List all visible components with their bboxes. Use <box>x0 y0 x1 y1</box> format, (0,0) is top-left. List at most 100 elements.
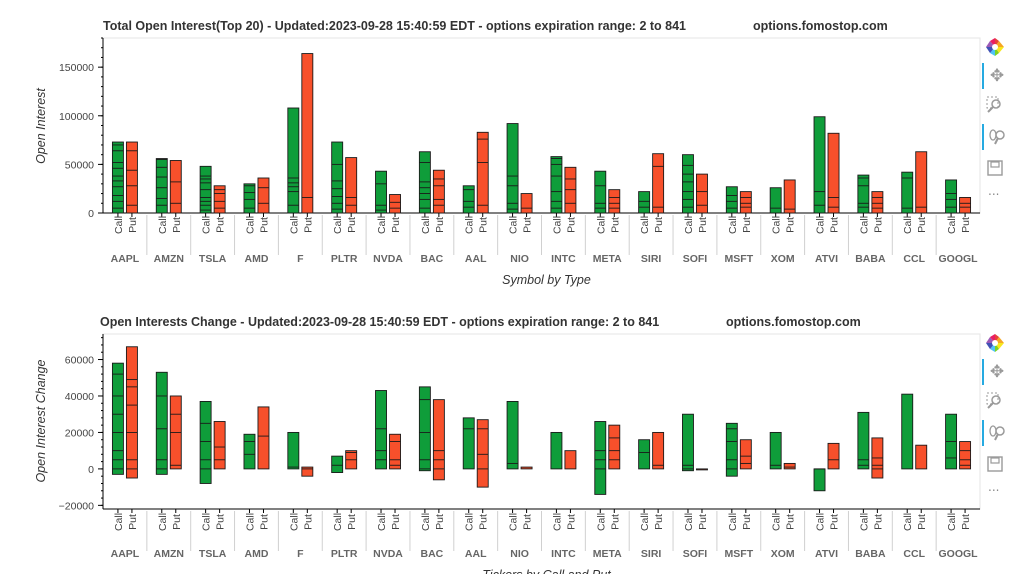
chg-x-group-label: MSFT <box>725 548 754 560</box>
chg-x-sub-label: Call <box>157 513 169 531</box>
chg-x-group-label: XOM <box>771 548 795 560</box>
oi-x-group-label: TSLA <box>199 253 227 265</box>
pan-icon[interactable]: ✥ <box>982 63 1010 89</box>
oi-x-sub-label: Put <box>872 217 884 233</box>
oi-x-sub-label: Put <box>565 217 577 233</box>
chg-bar-baba-call <box>857 411 870 470</box>
bokeh-logo-icon[interactable] <box>982 34 1008 60</box>
oi-bar-atvi-call <box>813 116 826 214</box>
oi-plot-frame <box>102 37 981 214</box>
chg-chart-title: Open Interests Change - Updated:2023-09-… <box>100 315 659 329</box>
pan-icon[interactable]: ✥ <box>982 359 1010 385</box>
chg-bar-siri-call <box>638 439 651 470</box>
chg-x-sub-label: Call <box>244 513 256 531</box>
chg-x-sub-label: Put <box>960 514 972 530</box>
chg-x-group-label: CCL <box>903 548 925 560</box>
oi-y-tick-label: 150000 <box>59 62 94 74</box>
oi-x-group-label: AMZN <box>154 253 184 265</box>
chg-bar-tsla-call <box>199 400 212 484</box>
chg-bar-aapl-put <box>125 346 138 479</box>
chg-x-sub-label: Put <box>171 514 183 530</box>
oi-bar-intc-call <box>550 156 563 214</box>
oi-bar-amd-call <box>243 183 256 214</box>
oi-bar-aapl-call <box>111 141 124 214</box>
oi-x-sub-label: Call <box>595 216 607 234</box>
oi-bar-nvda-call <box>375 170 387 214</box>
oi-x-group-label: SIRI <box>641 253 662 265</box>
chg-x-sub-label: Put <box>390 514 402 530</box>
oi-bar-nio-call <box>506 123 519 214</box>
more-icon[interactable]: ... <box>988 184 1000 198</box>
chg-x-axis-label: Tickers by Call and Put <box>482 568 611 574</box>
chg-x-sub-label: Put <box>127 514 139 530</box>
oi-x-sub-label: Call <box>771 216 783 234</box>
oi-x-group-label: PLTR <box>331 253 358 265</box>
oi-bar-aapl-put <box>125 141 138 214</box>
chg-bar-xom-put <box>783 462 796 470</box>
chg-x-group-label: SIRI <box>641 548 662 560</box>
more-icon[interactable]: ... <box>988 480 1000 494</box>
oi-bar-msft-call <box>725 186 738 214</box>
oi-x-sub-label: Put <box>653 217 665 233</box>
oi-x-sub-label: Call <box>244 216 256 234</box>
chg-bar-aal-put <box>476 419 489 488</box>
save-icon[interactable] <box>982 155 1008 181</box>
box-zoom-icon[interactable] <box>982 92 1008 118</box>
chg-x-sub-label: Put <box>434 514 446 530</box>
oi-x-sub-label: Put <box>390 217 402 233</box>
chg-x-sub-label: Put <box>785 514 797 530</box>
chg-bar-ccl-call <box>901 393 914 470</box>
oi-y-tick-label: 100000 <box>59 111 94 123</box>
oi-x-group-label: XOM <box>771 253 795 265</box>
wheel-zoom-icon[interactable] <box>982 124 1010 150</box>
oi-x-group-label: INTC <box>551 253 576 265</box>
chg-x-group-label: GOOGL <box>939 548 979 560</box>
oi-x-sub-label: Call <box>858 216 870 234</box>
oi-x-sub-label: Call <box>727 216 739 234</box>
oi-x-sub-label: Put <box>434 217 446 233</box>
box-zoom-icon[interactable] <box>982 388 1008 414</box>
oi-x-sub-label: Put <box>302 217 314 233</box>
chg-bar-bac-call <box>418 386 431 472</box>
chg-bar-nvda-put <box>389 433 401 470</box>
wheel-zoom-icon[interactable] <box>982 420 1010 446</box>
oi-bar-atvi-put <box>827 132 840 214</box>
oi-x-sub-label: Put <box>829 217 841 233</box>
oi-x-sub-label: Call <box>332 216 344 234</box>
oi-x-sub-label: Put <box>522 217 534 233</box>
chg-x-sub-label: Call <box>551 513 563 531</box>
oi-x-group-label: CCL <box>903 253 925 265</box>
oi-bar-baba-put <box>871 191 884 214</box>
oi-x-sub-label: Call <box>288 216 300 234</box>
oi-y-tick-label: 50000 <box>65 159 94 171</box>
oi-x-sub-label: Put <box>785 217 797 233</box>
oi-x-group-label: AAPL <box>111 253 140 265</box>
chg-bar-intc-put <box>564 450 577 470</box>
oi-y-axis-label: Open Interest <box>34 88 48 164</box>
chg-y-tick-label: 20000 <box>65 427 94 439</box>
chg-x-group-label: PLTR <box>331 548 358 560</box>
oi-x-sub-label: Put <box>215 217 227 233</box>
chg-x-sub-label: Call <box>508 513 520 531</box>
oi-x-sub-label: Put <box>346 217 358 233</box>
oi-bar-ccl-put <box>915 151 928 214</box>
oi-x-group-label: AAL <box>465 253 487 265</box>
chg-bar-aal-call <box>462 417 475 470</box>
chg-y-tick-label: 60000 <box>65 355 94 367</box>
oi-x-sub-label: Call <box>551 216 563 234</box>
oi-bar-intc-put <box>564 166 577 214</box>
chg-x-group-label: BAC <box>421 548 444 560</box>
chg-x-sub-label: Call <box>113 513 125 531</box>
oi-x-sub-label: Call <box>508 216 520 234</box>
bokeh-logo-icon[interactable] <box>982 330 1008 356</box>
chg-bar-sofi-call <box>682 413 694 472</box>
oi-x-sub-label: Call <box>464 216 476 234</box>
save-icon[interactable] <box>982 451 1008 477</box>
chg-bar-amd-put <box>257 406 270 470</box>
oi-x-sub-label: Put <box>609 217 621 233</box>
oi-x-sub-label: Call <box>420 216 432 234</box>
chg-bar-amzn-call <box>155 371 168 475</box>
chg-site-label: options.fomostop.com <box>726 315 861 329</box>
oi-x-group-label: NIO <box>510 253 529 265</box>
